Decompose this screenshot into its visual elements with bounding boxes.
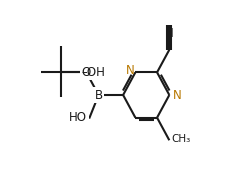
Text: HO: HO [69, 111, 87, 124]
Text: B: B [94, 89, 103, 101]
Text: CH₃: CH₃ [171, 134, 190, 144]
Text: N: N [165, 27, 174, 40]
Text: N: N [126, 64, 134, 77]
Text: O: O [82, 66, 91, 79]
Text: N: N [173, 89, 182, 101]
Text: –OH: –OH [82, 66, 106, 79]
